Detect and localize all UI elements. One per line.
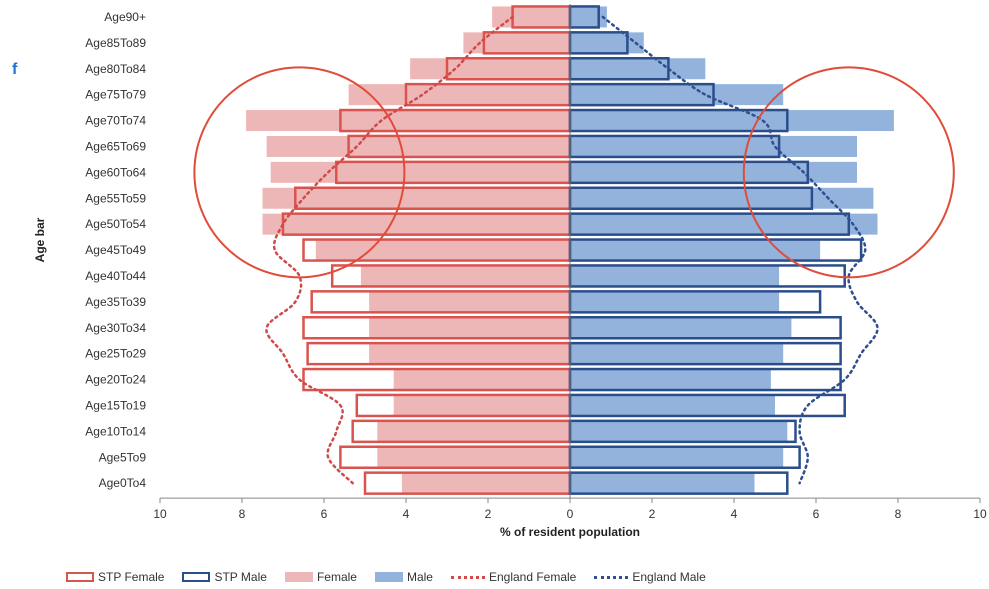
legend-label: Male [406, 570, 433, 584]
male-bar-age50to54 [570, 213, 878, 235]
age-band-label: Age5To9 [99, 450, 147, 464]
highlight-circle-left [193, 66, 406, 279]
legend-label: Female [316, 570, 357, 584]
male-bar-age90+ [570, 6, 607, 28]
panel-letter: f [12, 61, 18, 78]
annotation-layer [193, 66, 955, 279]
male-bar-age65to69 [570, 135, 857, 157]
female-bar-age20to24 [393, 369, 570, 391]
age-band-label: Age80To84 [85, 62, 146, 76]
male-bar-age55to59 [570, 187, 874, 209]
x-tick-label: 8 [895, 507, 902, 521]
x-tick-label: 10 [973, 507, 987, 521]
legend-swatch [66, 572, 94, 582]
male-bar-age40to44 [570, 265, 780, 287]
legend-item: England Female [450, 570, 577, 584]
female-bar-age60to64 [270, 161, 570, 183]
legend-item: England Male [594, 570, 706, 584]
age-band-label: Age70To74 [85, 114, 146, 128]
x-tick-label: 8 [239, 507, 246, 521]
female-bar-age55to59 [262, 187, 570, 209]
legend-swatch [284, 572, 313, 582]
female-bar-age15to19 [393, 394, 570, 416]
legend-swatch [182, 572, 211, 582]
male-bar-age25to29 [570, 343, 784, 365]
age-band-label: Age45To49 [85, 243, 146, 257]
female-bar-age45to49 [315, 239, 570, 261]
legend-item: STP Female [66, 570, 164, 584]
x-tick-label: 4 [731, 507, 738, 521]
male-bar-age20to24 [570, 369, 771, 391]
male-bar-age75to79 [570, 84, 784, 106]
male-bar-age45to49 [570, 239, 821, 261]
female-bar-age80to84 [410, 58, 570, 80]
axes-layer: 10 8 6 4 2 0 2 4 6 8 10 Age90+ Age85To89 Age80To84 Age… [85, 4, 987, 521]
england-lines-layer [265, 15, 879, 485]
female-bar-age40to44 [360, 265, 570, 287]
age-band-label: Age85To89 [85, 36, 146, 50]
female-bar-age50to54 [262, 213, 570, 235]
female-bar-age5to9 [377, 446, 570, 468]
age-band-label: Age50To54 [85, 217, 146, 231]
legend-label: STP Female [98, 570, 165, 584]
age-band-label: Age75To79 [85, 88, 146, 102]
legend-swatch [374, 572, 403, 582]
legend-swatch [594, 575, 629, 579]
male-bar-age85to89 [570, 32, 644, 54]
filled-bars-layer [246, 6, 894, 494]
age-band-label: Age15To19 [85, 398, 146, 412]
legend-label: England Female [488, 570, 577, 584]
female-bar-age0to4 [401, 472, 570, 494]
female-bar-age70to74 [246, 110, 570, 132]
y-axis-label: Age bar [33, 217, 47, 262]
age-band-label: Age65To69 [85, 139, 146, 153]
legend-item: STP Male [182, 570, 267, 584]
female-bar-age10to14 [377, 420, 570, 442]
female-bar-age30to34 [369, 317, 570, 339]
age-band-label: Age40To44 [85, 269, 146, 283]
age-band-label: Age55To59 [85, 191, 146, 205]
legend-label: STP Male [214, 570, 267, 584]
age-band-label: Age60To64 [85, 165, 146, 179]
female-bar-age35to39 [369, 291, 570, 313]
male-bar-age15to19 [570, 394, 775, 416]
x-axis-label: % of resident population [500, 525, 640, 539]
legend-item: Male [374, 570, 433, 584]
x-tick-label: 6 [321, 507, 328, 521]
england-female-line [265, 15, 514, 485]
male-bar-age60to64 [570, 161, 857, 183]
england-male-line [601, 15, 879, 485]
age-band-label: Age30To34 [85, 321, 146, 335]
male-bar-age10to14 [570, 420, 788, 442]
age-band-label: Age10To14 [85, 424, 146, 438]
x-tick-label: 4 [403, 507, 410, 521]
legend-swatch [450, 575, 485, 579]
legend-label: England Male [632, 570, 706, 584]
male-bar-age70to74 [570, 110, 894, 132]
x-tick-label: 0 [567, 507, 574, 521]
age-band-label: Age35To39 [85, 295, 146, 309]
legend-item: Female [284, 570, 357, 584]
male-bar-age5to9 [570, 446, 784, 468]
male-bar-age80to84 [570, 58, 706, 80]
male-bar-age30to34 [570, 317, 792, 339]
age-band-label: Age90+ [104, 10, 146, 24]
x-tick-label: 2 [649, 507, 656, 521]
female-bar-age75to79 [348, 84, 570, 106]
highlight-circle-right [742, 66, 955, 279]
age-band-label: Age0To4 [99, 476, 147, 490]
male-bar-age0to4 [570, 472, 755, 494]
female-bar-age65to69 [266, 135, 570, 157]
x-tick-label: 2 [485, 507, 492, 521]
female-bar-age25to29 [369, 343, 570, 365]
x-tick-label: 10 [153, 507, 167, 521]
legend: STP Female STP Male Female Male England Fema… [66, 570, 724, 584]
age-band-label: Age20To24 [85, 373, 146, 387]
x-tick-label: 6 [813, 507, 820, 521]
male-bar-age35to39 [570, 291, 780, 313]
age-band-label: Age25To29 [85, 347, 146, 361]
female-bar-age85to89 [463, 32, 570, 54]
